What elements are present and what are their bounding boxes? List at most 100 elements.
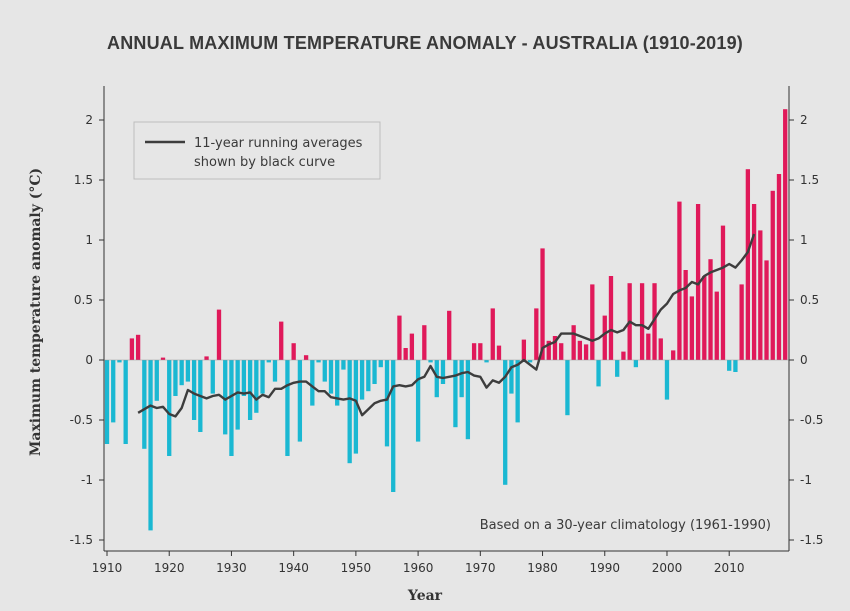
bar-2003 (683, 270, 688, 360)
bar-1966 (453, 360, 458, 428)
bar-1941 (297, 360, 303, 442)
bar-1923 (185, 360, 191, 382)
bar-1976 (515, 360, 520, 423)
bar-2006 (702, 276, 707, 360)
bar-1950 (353, 360, 359, 454)
x-axis-title: Year (407, 588, 443, 604)
axes-layer (103, 86, 790, 552)
bar-1917 (148, 360, 153, 531)
bar-1927 (210, 360, 215, 394)
bar-1977 (521, 339, 527, 360)
bar-1975 (509, 360, 514, 394)
bar-1936 (266, 360, 271, 363)
y-tick-label-left: 1.5 (74, 173, 93, 187)
bar-1945 (322, 360, 327, 382)
bar-1914 (129, 338, 135, 360)
bar-1915 (135, 334, 141, 360)
bar-2013 (745, 169, 751, 360)
bar-2018 (776, 174, 782, 360)
bar-1980 (540, 248, 545, 360)
y-axis-title: Maximum temperature anomaly (°C) (28, 168, 44, 456)
bar-1983 (559, 343, 564, 360)
bar-1978 (527, 360, 533, 363)
legend: 11-year running averages shown by black … (133, 121, 381, 180)
bar-1954 (378, 360, 383, 368)
bar-1981 (546, 340, 551, 360)
y-tick-label-left: -0.5 (70, 413, 93, 427)
y-tick-label-left: 0.5 (74, 293, 93, 307)
bar-2017 (770, 190, 775, 360)
bar-1956 (391, 360, 396, 492)
bar-1921 (173, 360, 178, 396)
bar-1924 (191, 360, 197, 420)
climatology-annotation: Based on a 30-year climatology (1961-199… (480, 518, 771, 533)
y-tick-label-left: -1 (81, 473, 93, 487)
bar-1998 (652, 283, 657, 360)
y-tick-label-right: -0.5 (800, 413, 823, 427)
bar-1928 (216, 309, 222, 360)
bar-1979 (534, 308, 539, 360)
bar-1970 (478, 343, 483, 360)
y-tick-label-right: -1 (800, 473, 812, 487)
bar-1967 (459, 360, 464, 398)
y-tick-label-left: -1.5 (70, 533, 93, 547)
bar-1957 (397, 315, 402, 360)
x-tick-label: 1940 (278, 561, 309, 575)
ticks-layer: 2 2 1.5 1.5 1 1 0.5 0.5 0 0 -0.5 -0.5 -1 -1 -1.5 -1.5 19… (70, 113, 824, 575)
bar-2010 (727, 360, 732, 371)
bar-2001 (671, 350, 676, 360)
bar-1974 (503, 360, 508, 485)
y-tick-label-right: 1.5 (800, 173, 819, 187)
bar-1940 (291, 343, 296, 360)
bar-1953 (372, 360, 377, 384)
bars-layer (104, 109, 789, 531)
bar-2009 (720, 225, 726, 360)
bar-1995 (633, 360, 639, 368)
x-tick-label: 1980 (527, 561, 558, 575)
bar-1916 (142, 360, 147, 449)
x-tick-label: 1990 (589, 561, 620, 575)
bar-1971 (484, 360, 489, 363)
bar-1922 (179, 360, 184, 386)
bar-2002 (677, 201, 682, 360)
bar-1991 (608, 276, 614, 360)
y-tick-label-right: 0.5 (800, 293, 819, 307)
bar-1990 (602, 315, 607, 360)
bar-1989 (596, 360, 601, 387)
bar-1958 (403, 348, 408, 360)
x-tick-label: 1950 (341, 561, 372, 575)
bar-1969 (471, 343, 477, 360)
x-tick-label: 1970 (465, 561, 496, 575)
x-tick-label: 1960 (403, 561, 434, 575)
bar-2019 (783, 109, 788, 360)
bar-1948 (341, 360, 346, 370)
bar-1942 (303, 355, 309, 360)
bar-1973 (496, 345, 502, 360)
bar-1962 (428, 360, 433, 363)
bar-2007 (708, 259, 713, 360)
legend-label-line1: 11-year running averages (194, 136, 363, 151)
bar-1913 (123, 360, 128, 444)
bar-1947 (335, 360, 340, 406)
x-tick-label: 1920 (154, 561, 185, 575)
bar-2005 (695, 204, 701, 360)
bar-1996 (639, 283, 645, 360)
bar-1986 (577, 340, 583, 360)
bar-1911 (111, 360, 116, 423)
bar-1960 (415, 360, 421, 442)
bar-1961 (422, 325, 427, 360)
bar-1946 (328, 360, 334, 394)
bar-2000 (664, 360, 670, 400)
running-average-layer (137, 233, 756, 418)
bar-1934 (254, 360, 259, 413)
bar-1939 (285, 360, 290, 456)
bar-1959 (409, 333, 415, 360)
bar-2012 (739, 284, 744, 360)
bar-1910 (104, 360, 110, 444)
bar-1937 (272, 360, 278, 382)
y-tick-label-right: 2 (800, 113, 808, 127)
bar-2011 (733, 360, 738, 372)
bar-1930 (229, 360, 234, 456)
bar-1963 (434, 360, 439, 398)
